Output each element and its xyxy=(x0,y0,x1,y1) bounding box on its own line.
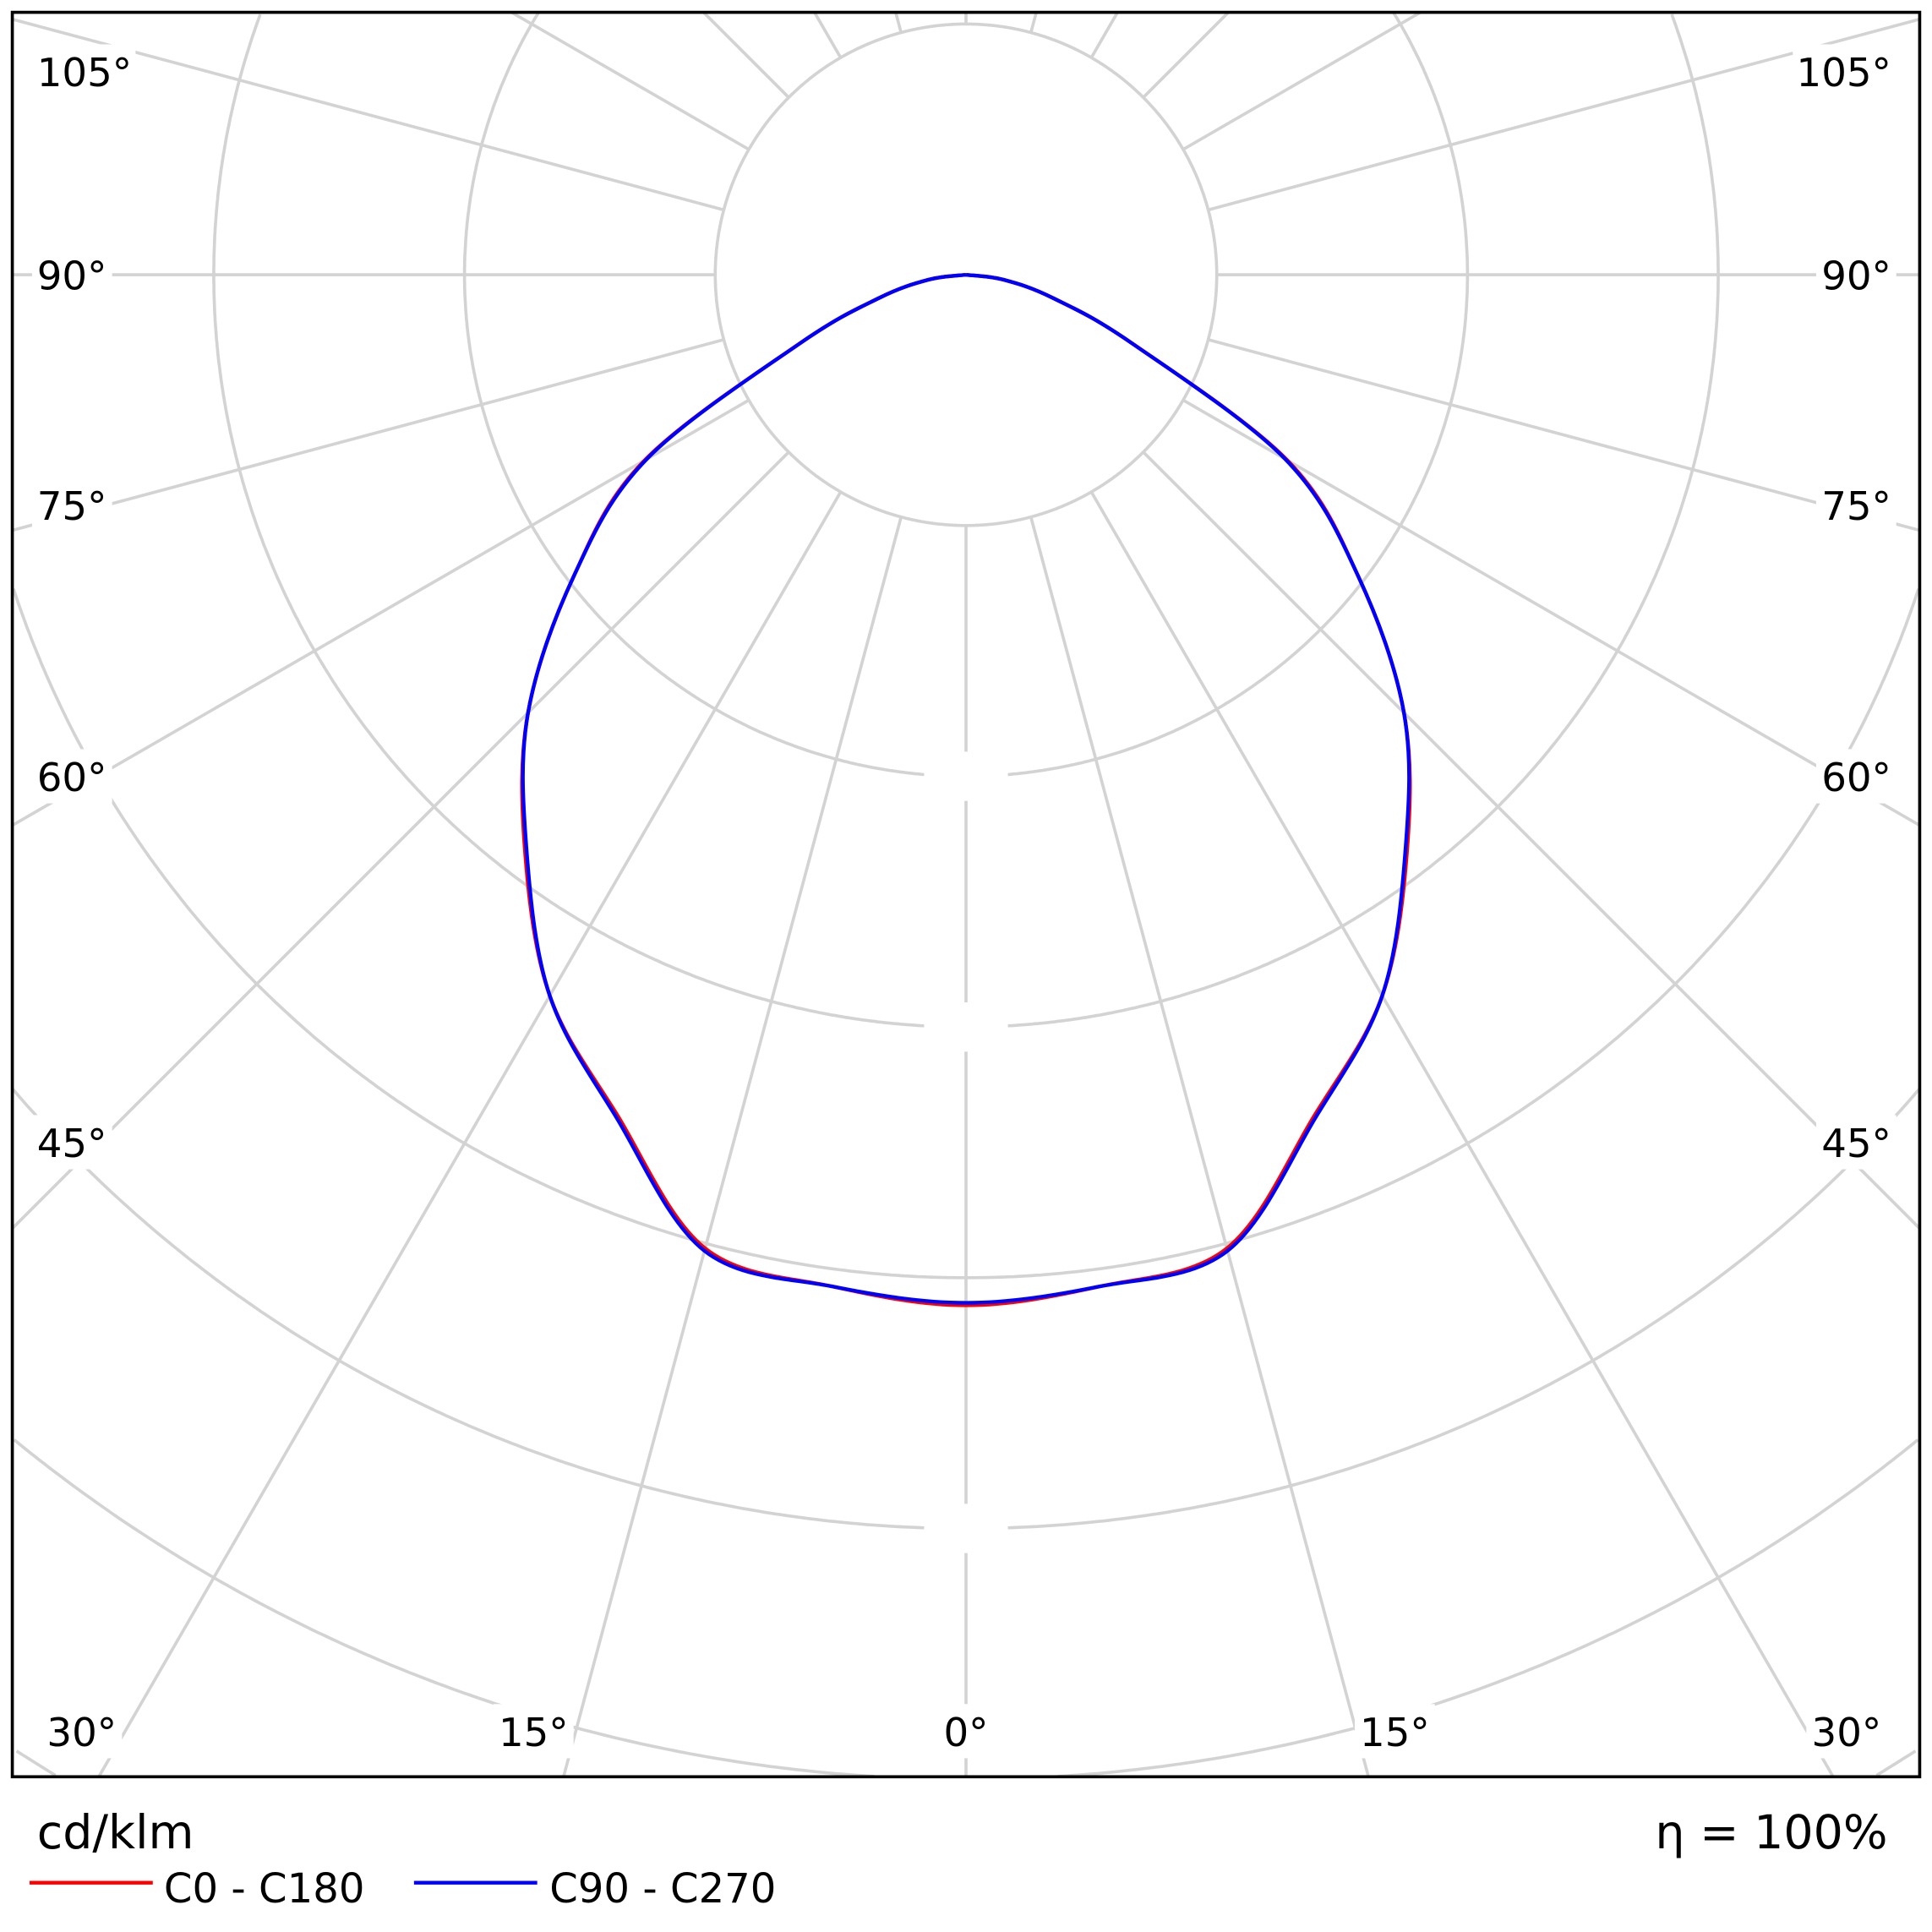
angle-label: 30° xyxy=(41,1704,123,1759)
grid-ring xyxy=(15,1749,1917,1777)
grid-ring xyxy=(462,12,1470,778)
svg-text:45°: 45° xyxy=(1821,1122,1891,1167)
grid-spoke xyxy=(1142,450,1921,1230)
unit-label: cd/klm xyxy=(37,1806,194,1860)
legend-label-c90-c270: C90 - C270 xyxy=(549,1865,776,1913)
svg-text:30°: 30° xyxy=(46,1711,117,1756)
grid-spoke xyxy=(813,11,843,59)
svg-text:90°: 90° xyxy=(37,254,107,300)
grid-spoke xyxy=(510,11,750,151)
grid-spoke xyxy=(11,450,790,1230)
angle-label: 90° xyxy=(1815,248,1897,303)
legend-label-c0-c180: C0 - C180 xyxy=(164,1865,365,1913)
curve-c90-c270 xyxy=(521,272,1411,1305)
angle-labels: 105° 90° 75° 60° 45° 30° 15° 0° 15° 30° 45° 60° 75° 9… xyxy=(31,44,1897,1759)
svg-text:75°: 75° xyxy=(37,484,107,530)
angle-label: 45° xyxy=(31,1115,112,1170)
grid-spoke xyxy=(894,12,903,34)
svg-text:105°: 105° xyxy=(37,51,132,96)
intensity-curves xyxy=(520,272,1412,1307)
grid-spoke xyxy=(1182,11,1422,151)
grid-spoke xyxy=(562,516,903,1777)
grid-spoke xyxy=(1182,398,1921,827)
svg-text:15°: 15° xyxy=(1360,1711,1430,1756)
angle-label: 105° xyxy=(1793,44,1897,99)
angle-label: 45° xyxy=(1815,1115,1897,1170)
svg-text:45°: 45° xyxy=(37,1122,107,1167)
angle-label: 90° xyxy=(31,248,112,303)
svg-text:15°: 15° xyxy=(499,1711,569,1756)
polar-grid xyxy=(11,11,1921,1778)
grid-spoke xyxy=(1029,516,1370,1777)
legend: C0 - C180 C90 - C270 xyxy=(29,1865,776,1913)
grid-spoke xyxy=(1142,11,1230,99)
grid-spoke xyxy=(12,338,724,532)
ring-label-box xyxy=(924,1504,1008,1553)
grid-ring xyxy=(11,1088,1921,1531)
svg-text:0°: 0° xyxy=(944,1711,989,1756)
svg-text:60°: 60° xyxy=(37,756,107,801)
svg-text:105°: 105° xyxy=(1797,51,1891,96)
angle-label: 60° xyxy=(1815,749,1897,804)
grid-ring xyxy=(13,1438,1919,1778)
grid-spoke xyxy=(702,11,790,99)
angle-label: 75° xyxy=(31,478,112,532)
grid-spoke xyxy=(97,491,843,1778)
angle-label: 60° xyxy=(31,749,112,804)
grid-spoke xyxy=(1208,338,1920,532)
efficiency-label: η = 100% xyxy=(1655,1806,1887,1860)
plot-frame xyxy=(10,10,1922,1779)
grid-spoke xyxy=(1089,11,1119,59)
svg-text:90°: 90° xyxy=(1821,254,1891,300)
grid-spoke xyxy=(1029,12,1038,34)
angle-label: 75° xyxy=(1815,478,1897,532)
angle-label: 15° xyxy=(1354,1704,1435,1759)
svg-text:60°: 60° xyxy=(1821,756,1891,801)
ring-label-box xyxy=(924,751,1008,801)
angle-label: 105° xyxy=(31,44,136,99)
angle-label: 0° xyxy=(937,1704,995,1759)
grid-spoke xyxy=(11,398,750,827)
angle-label: 15° xyxy=(493,1704,574,1759)
grid-spoke xyxy=(1089,491,1835,1778)
grid-ring xyxy=(212,14,1720,1029)
ring-label-box xyxy=(924,1002,1008,1052)
svg-text:75°: 75° xyxy=(1821,484,1891,530)
angle-label: 30° xyxy=(1806,1704,1887,1759)
svg-text:30°: 30° xyxy=(1812,1711,1882,1756)
